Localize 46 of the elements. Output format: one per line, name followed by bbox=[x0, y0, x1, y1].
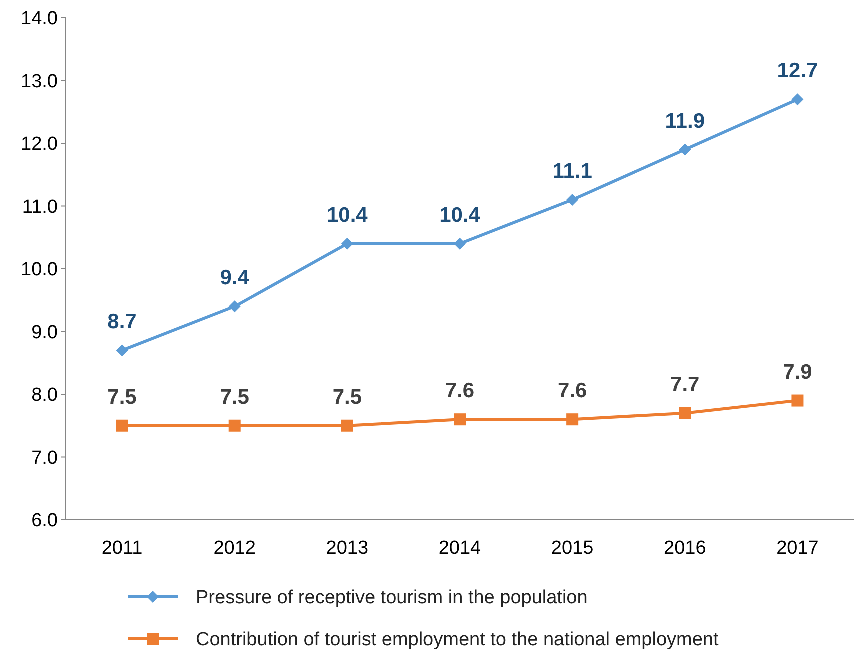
point bbox=[454, 238, 466, 250]
y-tick-label: 9.0 bbox=[32, 322, 58, 344]
point bbox=[228, 300, 241, 313]
data-label: 7.7 bbox=[670, 373, 700, 396]
y-tick-label: 8.0 bbox=[32, 385, 58, 406]
y-tick-label: 12.0 bbox=[21, 134, 58, 156]
x-tick-label: 2017 bbox=[776, 538, 819, 559]
data-label: 8.7 bbox=[108, 310, 137, 334]
data-label: 11.9 bbox=[665, 110, 705, 133]
data-label: 7.5 bbox=[108, 386, 138, 409]
data-label: 11.1 bbox=[552, 160, 593, 183]
x-tick-label: 2014 bbox=[438, 538, 482, 559]
data-label: 7.9 bbox=[783, 360, 812, 384]
y-tick-label: 10.0 bbox=[21, 260, 58, 281]
point bbox=[792, 394, 804, 407]
y-tick-label: 11.0 bbox=[22, 196, 58, 218]
x-tick-label: 2015 bbox=[551, 538, 594, 559]
point bbox=[228, 420, 241, 432]
data-label: 7.5 bbox=[220, 386, 250, 409]
legend-label: Contribution of tourist employment to the national employment bbox=[196, 630, 720, 651]
data-label: 12.7 bbox=[777, 60, 818, 83]
data-label: 7.6 bbox=[558, 380, 588, 403]
y-tick-label: 6.0 bbox=[32, 510, 58, 532]
data-label: 9.4 bbox=[220, 266, 250, 290]
point bbox=[454, 414, 466, 426]
point bbox=[679, 144, 692, 156]
point bbox=[341, 420, 354, 432]
point bbox=[341, 238, 354, 250]
data-label: 10.4 bbox=[326, 204, 368, 227]
y-tick-label: 7.0 bbox=[32, 448, 58, 469]
data-label: 10.4 bbox=[440, 204, 481, 227]
x-tick-label: 2013 bbox=[326, 538, 369, 559]
x-tick-label: 2012 bbox=[214, 538, 256, 559]
y-tick-label: 13.0 bbox=[21, 71, 58, 92]
point bbox=[679, 407, 692, 420]
x-tick-label: 2016 bbox=[664, 538, 706, 559]
point bbox=[116, 420, 128, 432]
y-tick-label: 14.0 bbox=[21, 8, 58, 30]
point bbox=[566, 414, 579, 426]
point bbox=[792, 94, 804, 106]
x-tick-label: 2011 bbox=[102, 538, 143, 559]
point bbox=[566, 194, 579, 206]
data-label: 7.5 bbox=[332, 386, 362, 409]
point bbox=[116, 344, 128, 357]
data-label: 7.6 bbox=[445, 380, 475, 403]
legend-label: Pressure of receptive tourism in the population bbox=[196, 588, 588, 609]
